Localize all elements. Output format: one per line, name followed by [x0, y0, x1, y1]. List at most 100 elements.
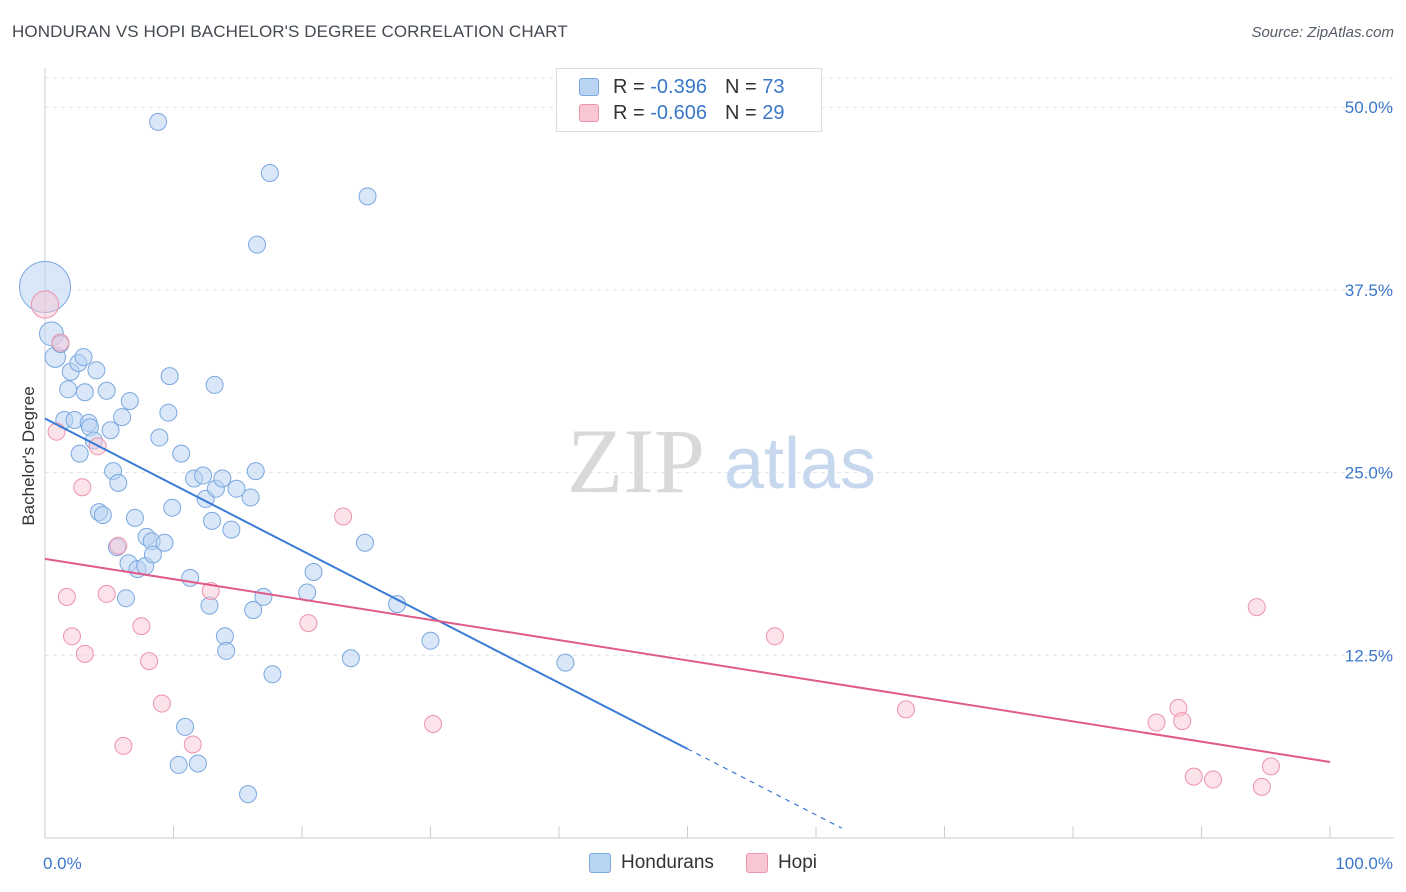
honduran-point: [421, 631, 440, 650]
legend-label: Hopi: [777, 852, 818, 873]
tick-labels: 12.5% 25.0% 37.5% 50.0% 0.0% 100.0%: [43, 98, 1393, 873]
honduran-point: [160, 367, 179, 386]
honduran-point: [143, 545, 162, 564]
honduran-point: [149, 112, 168, 131]
hopi-point: [75, 644, 94, 663]
honduran-point: [116, 589, 135, 608]
hopi-point: [1252, 777, 1271, 796]
n-value: 73: [762, 75, 785, 98]
hopi-point: [183, 735, 202, 754]
n-value: 29: [762, 101, 785, 124]
honduran-point: [254, 587, 273, 606]
hopi-point: [1147, 713, 1166, 732]
honduran-point: [181, 568, 200, 587]
y-tick-label: 12.5%: [1345, 646, 1393, 665]
honduran-point: [150, 428, 169, 447]
honduran-point: [241, 488, 260, 507]
honduran-point: [239, 785, 258, 804]
hopi-point: [30, 290, 60, 319]
stats-legend: R = -0.396 N = 73 R = -0.606 N = 29: [556, 68, 822, 132]
hopi-point: [334, 507, 353, 526]
y-tick-label: 50.0%: [1345, 98, 1393, 117]
honduran-point: [217, 641, 236, 660]
series-legend: Hondurans Hopi: [0, 852, 1406, 874]
honduran-point: [194, 466, 213, 485]
honduran-point: [172, 444, 191, 463]
legend-item-hondurans[interactable]: Hondurans: [588, 852, 714, 874]
honduran-point: [246, 462, 265, 481]
hopi-point: [132, 617, 151, 636]
hopi-point: [1247, 598, 1266, 617]
honduran-point: [222, 520, 241, 539]
honduran-trend-line: [44, 417, 688, 750]
honduran-point: [176, 717, 195, 736]
hopi-point: [152, 694, 171, 713]
y-axis-label: Bachelor's Degree: [19, 386, 38, 525]
hopi-point: [97, 584, 116, 603]
hopi-point: [51, 333, 70, 352]
hopi-point: [1261, 757, 1280, 776]
honduran-point: [97, 381, 116, 400]
source-credit: Source: ZipAtlas.com: [1251, 24, 1394, 41]
y-tick-label: 37.5%: [1345, 281, 1393, 300]
hopi-point: [140, 652, 159, 671]
hopi-point: [109, 536, 128, 555]
data-points: [19, 112, 1280, 804]
watermark-atlas: atlas: [724, 424, 876, 504]
legend-item-hopi[interactable]: Hopi: [745, 852, 818, 874]
hopi-point: [1204, 770, 1223, 789]
x-tick-label: 0.0%: [43, 854, 82, 873]
honduran-point: [169, 755, 188, 774]
legend-row-hopi: R = -0.606 N = 29: [579, 100, 784, 126]
hopi-point: [299, 614, 318, 633]
x-tick-label: 100.0%: [1335, 854, 1393, 873]
hopi-point: [47, 422, 66, 441]
honduran-point: [205, 375, 224, 394]
hopi-swatch: [579, 104, 599, 122]
hondurans-swatch: [579, 78, 599, 96]
honduran-point: [260, 164, 279, 182]
y-tick-label: 25.0%: [1345, 464, 1393, 483]
watermark: ZIP atlas: [567, 410, 876, 512]
hopi-point: [73, 478, 92, 497]
hopi-swatch: [745, 853, 768, 873]
honduran-point: [59, 380, 78, 399]
n-label: N =: [724, 101, 757, 124]
honduran-point: [101, 421, 120, 440]
r-label: R =: [613, 75, 645, 98]
honduran-point: [74, 348, 93, 367]
honduran-point: [248, 235, 267, 254]
hopi-point: [896, 700, 915, 719]
chart-title: HONDURAN VS HOPI BACHELOR'S DEGREE CORRE…: [12, 22, 568, 41]
grid-lines: [45, 77, 1394, 656]
hopi-point: [765, 627, 784, 646]
r-value: -0.396: [650, 75, 707, 98]
legend-label: Hondurans: [620, 852, 714, 873]
honduran-point: [556, 653, 575, 672]
legend-row-hondurans: R = -0.396 N = 73: [579, 74, 784, 100]
honduran-point: [75, 383, 94, 402]
hopi-point: [424, 715, 443, 733]
honduran-point: [113, 408, 132, 427]
honduran-point: [163, 498, 182, 517]
watermark-zip: ZIP: [567, 410, 705, 512]
hopi-point: [62, 627, 81, 646]
hopi-point: [57, 587, 76, 606]
hopi-point: [1173, 712, 1192, 731]
honduran-point: [203, 511, 222, 530]
honduran-point: [263, 665, 282, 684]
honduran-point: [227, 479, 246, 498]
hopi-point: [201, 582, 220, 600]
honduran-trend-extension: [687, 748, 842, 829]
honduran-point: [87, 361, 106, 380]
r-label: R =: [613, 101, 645, 124]
honduran-point: [358, 187, 377, 206]
honduran-point: [159, 403, 178, 422]
hondurans-swatch: [588, 853, 611, 873]
honduran-point: [125, 508, 144, 527]
hopi-point: [1184, 767, 1203, 786]
axes: [44, 68, 1394, 839]
honduran-point: [109, 473, 128, 492]
honduran-point: [304, 563, 323, 581]
